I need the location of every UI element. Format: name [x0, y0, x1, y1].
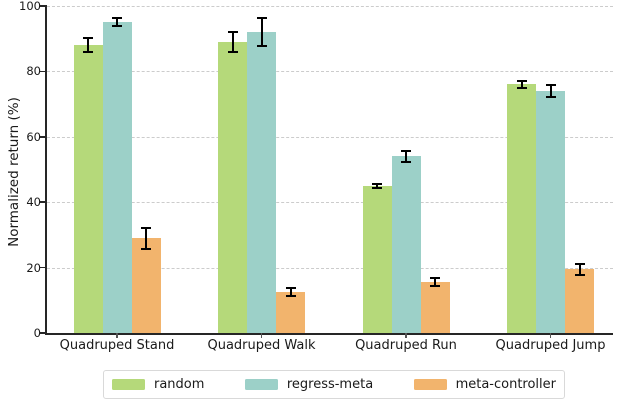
- gridline-40: [47, 202, 613, 204]
- y-tick-mark-0: [40, 332, 45, 334]
- x-tick-mark-3: [405, 333, 407, 338]
- error-bar-random-3: [372, 182, 382, 190]
- error-bar-regress-meta-4: [545, 84, 556, 98]
- y-tick-mark-80: [40, 70, 45, 73]
- x-tick-label-1: Quadruped Stand: [59, 338, 175, 353]
- legend-item-random: random: [112, 377, 204, 392]
- gridline-60: [47, 136, 613, 138]
- legend: random regress-meta meta-controller: [103, 370, 565, 399]
- bar-meta-controller-3: [420, 282, 450, 333]
- legend-label-random: random: [154, 377, 205, 392]
- bar-random-3: [362, 185, 392, 333]
- legend-item-regress-meta: regress-meta: [244, 377, 374, 392]
- x-tick-label-3: Quadruped Run: [355, 338, 457, 353]
- legend-swatch-meta-controller: [413, 379, 447, 390]
- plot-area: [44, 5, 613, 335]
- error-bar-meta-controller-2: [285, 287, 296, 298]
- x-tick-mark-2: [260, 333, 263, 338]
- y-tick-mark-40: [40, 201, 45, 203]
- bar-random-1: [73, 45, 103, 333]
- bar-regress-meta-3: [391, 156, 421, 333]
- error-bar-meta-controller-3: [430, 277, 440, 288]
- bar-meta-controller-4: [565, 269, 594, 333]
- legend-swatch-regress-meta: [244, 379, 278, 390]
- legend-item-meta-controller: meta-controller: [413, 377, 556, 392]
- y-tick-label-20: 20: [26, 260, 41, 275]
- bar-regress-meta-4: [536, 91, 565, 333]
- y-tick-label-80: 80: [26, 64, 41, 79]
- gridline-20: [47, 267, 613, 269]
- legend-label-regress-meta: regress-meta: [286, 377, 374, 392]
- y-tick-label-0: 0: [33, 326, 41, 340]
- gridline-80: [47, 71, 613, 73]
- error-bar-regress-meta-3: [401, 149, 411, 163]
- error-bar-regress-meta-1: [112, 17, 122, 28]
- bar-meta-controller-1: [131, 238, 161, 333]
- gridline-100: [47, 6, 613, 7]
- y-tick-mark-20: [40, 266, 45, 269]
- y-tick-mark-100: [40, 5, 45, 7]
- y-axis-spine: [44, 5, 47, 334]
- error-bar-regress-meta-2: [256, 17, 267, 47]
- bar-meta-controller-2: [276, 292, 305, 333]
- x-tick-mark-4: [549, 333, 552, 338]
- legend-label-meta-controller: meta-controller: [455, 377, 556, 392]
- y-tick-label-60: 60: [26, 129, 41, 144]
- y-axis-title: Normalized return (%): [6, 97, 22, 247]
- x-tick-mark-1: [116, 333, 118, 338]
- x-tick-label-2: Quadruped Walk: [207, 338, 316, 353]
- y-tick-label-40: 40: [26, 195, 41, 210]
- y-tick-mark-60: [40, 136, 45, 138]
- bar-regress-meta-2: [247, 32, 276, 333]
- error-bar-random-2: [227, 30, 238, 54]
- x-axis-spine: [44, 333, 613, 335]
- y-tick-label-100: 100: [19, 0, 41, 13]
- legend-swatch-random: [112, 379, 145, 390]
- error-bar-random-1: [83, 37, 93, 54]
- bar-random-4: [507, 84, 536, 333]
- bar-regress-meta-1: [102, 22, 132, 333]
- error-bar-random-4: [516, 79, 527, 90]
- x-tick-label-4: Quadruped Jump: [495, 338, 606, 353]
- error-bar-meta-controller-1: [141, 226, 151, 250]
- error-bar-meta-controller-4: [574, 262, 585, 276]
- bar-random-2: [218, 41, 247, 333]
